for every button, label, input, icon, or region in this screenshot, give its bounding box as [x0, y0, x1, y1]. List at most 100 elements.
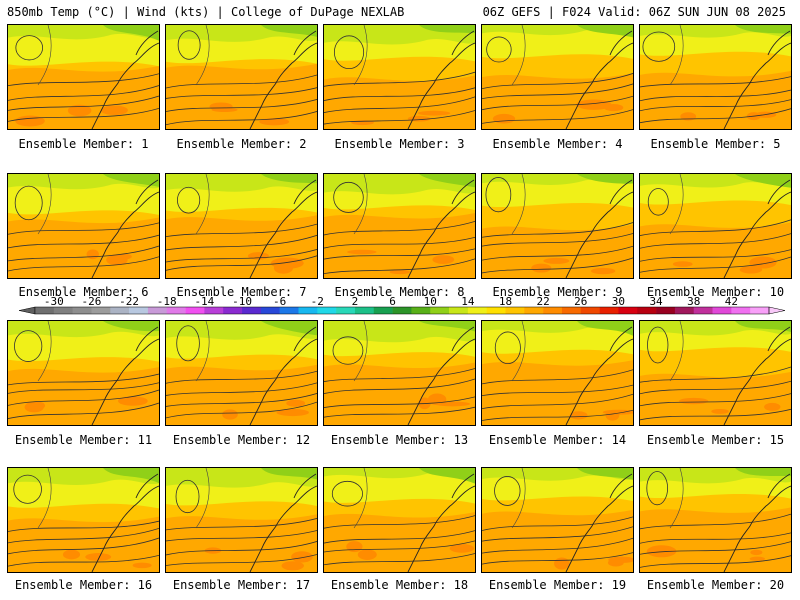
colorbar-segment — [561, 307, 582, 314]
ensemble-member-map — [165, 467, 318, 573]
ensemble-member-label: Ensemble Member: 17 — [172, 578, 311, 592]
colorbar-segment — [317, 307, 337, 314]
colorbar-segment — [430, 307, 450, 314]
ensemble-member-label: Ensemble Member: 13 — [330, 433, 469, 447]
colorbar-segment — [336, 307, 356, 314]
colorbar-segment — [354, 307, 375, 314]
colorbar-segment — [279, 307, 299, 314]
colorbar-segment — [637, 307, 657, 314]
colorbar-segment — [731, 307, 751, 314]
ensemble-member-map — [323, 173, 476, 279]
colorbar-segment — [712, 307, 732, 314]
colorbar-segment — [486, 307, 506, 314]
temperature-colorbar: -30 -26 -22 -18 -14 -10 -6 -2 2 6 10 14 18 22 26 30 34 38… — [18, 296, 786, 315]
ensemble-member-label: Ensemble Member: 20 — [646, 578, 785, 592]
colorbar-tick-label: 30 — [612, 296, 625, 308]
ensemble-member-label: Ensemble Member: 2 — [176, 137, 307, 151]
ensemble-member-label: Ensemble Member: 4 — [492, 137, 623, 151]
colorbar-segment — [166, 307, 186, 314]
colorbar-segment — [599, 307, 619, 314]
ensemble-member-map — [639, 467, 792, 573]
ensemble-member-map — [7, 467, 160, 573]
colorbar-tick-label: 14 — [461, 296, 475, 308]
ensemble-member-label: Ensemble Member: 8 — [334, 285, 465, 299]
ensemble-member-map — [639, 173, 792, 279]
ensemble-member-label: Ensemble Member: 7 — [176, 285, 307, 299]
colorbar-segment — [505, 307, 525, 314]
colorbar-tick-label: 42 — [725, 296, 738, 308]
ensemble-member-label: Ensemble Member: 3 — [334, 137, 465, 151]
ensemble-member-map — [7, 173, 160, 279]
ensemble-member-label: Ensemble Member: 15 — [646, 433, 785, 447]
ensemble-member-label: Ensemble Member: 18 — [330, 578, 469, 592]
ensemble-member-map — [481, 320, 634, 426]
colorbar-tick-label: -10 — [232, 296, 252, 308]
colorbar-right-arrow — [768, 306, 786, 315]
colorbar-segment — [674, 307, 695, 314]
colorbar-segment — [392, 307, 412, 314]
colorbar-tick-label: -6 — [273, 296, 286, 308]
colorbar-tick-label: 6 — [389, 296, 396, 308]
colorbar-tick-label: -14 — [194, 296, 214, 308]
colorbar-tick-label: -26 — [82, 296, 102, 308]
colorbar-segment — [298, 307, 318, 314]
ensemble-member-label: Ensemble Member: 5 — [650, 137, 781, 151]
ensemble-member-label: Ensemble Member: 16 — [14, 578, 153, 592]
colorbar-segment — [449, 307, 469, 314]
colorbar-segment — [242, 307, 262, 314]
colorbar-tick-label: -18 — [157, 296, 177, 308]
colorbar-segment — [524, 307, 544, 314]
colorbar-segment — [656, 307, 676, 314]
colorbar-segment — [185, 307, 205, 314]
ensemble-member-label: Ensemble Member: 14 — [488, 433, 627, 447]
ensemble-member-map — [323, 320, 476, 426]
colorbar-segment — [373, 307, 393, 314]
ensemble-member-label: Ensemble Member: 19 — [488, 578, 627, 592]
ensemble-member-label: Ensemble Member: 9 — [492, 285, 623, 299]
colorbar-segment — [467, 307, 487, 314]
colorbar-tick-label: 10 — [424, 296, 437, 308]
ensemble-member-label: Ensemble Member: 11 — [14, 433, 153, 447]
colorbar-segment — [260, 307, 280, 314]
colorbar-tick-label: -2 — [311, 296, 324, 308]
colorbar-segment — [750, 307, 770, 314]
ensemble-member-map — [323, 467, 476, 573]
colorbar-segment — [129, 307, 149, 314]
colorbar-tick-label: -30 — [44, 296, 64, 308]
colorbar-segment — [110, 307, 130, 314]
colorbar-segment — [204, 307, 224, 314]
ensemble-member-map — [165, 24, 318, 130]
colorbar-segment — [53, 307, 73, 314]
colorbar-segment — [411, 307, 431, 314]
colorbar-segment — [35, 307, 55, 314]
colorbar-segment — [147, 307, 168, 314]
ensemble-member-map — [481, 24, 634, 130]
ensemble-member-label: Ensemble Member: 12 — [172, 433, 311, 447]
ensemble-member-map — [639, 24, 792, 130]
colorbar-left-arrow — [18, 306, 36, 315]
colorbar-segment — [693, 307, 713, 314]
ensemble-member-label: Ensemble Member: 6 — [18, 285, 149, 299]
colorbar-tick-label: 34 — [649, 296, 663, 308]
ensemble-member-map — [481, 173, 634, 279]
colorbar-segment — [223, 307, 243, 314]
ensemble-member-map — [7, 24, 160, 130]
ensemble-member-map — [7, 320, 160, 426]
ensemble-member-map — [481, 467, 634, 573]
colorbar-segment — [72, 307, 92, 314]
ensemble-member-map — [639, 320, 792, 426]
ensemble-member-label: Ensemble Member: 1 — [18, 137, 149, 151]
colorbar-tick-label: 2 — [352, 296, 359, 308]
header-title: 850mb Temp (°C) | Wind (kts) | College o… — [7, 5, 405, 19]
colorbar-tick-label: 22 — [537, 296, 550, 308]
ensemble-member-map — [323, 24, 476, 130]
header-valid-time: 06Z GEFS | F024 Valid: 06Z SUN JUN 08 20… — [482, 5, 786, 19]
ensemble-member-map — [165, 173, 318, 279]
colorbar-segment — [618, 307, 638, 314]
colorbar-segment — [543, 307, 563, 314]
colorbar-tick-label: 26 — [574, 296, 587, 308]
colorbar-tick-label: -22 — [119, 296, 139, 308]
ensemble-member-map — [165, 320, 318, 426]
colorbar-segment — [580, 307, 600, 314]
colorbar-segment — [91, 307, 111, 314]
